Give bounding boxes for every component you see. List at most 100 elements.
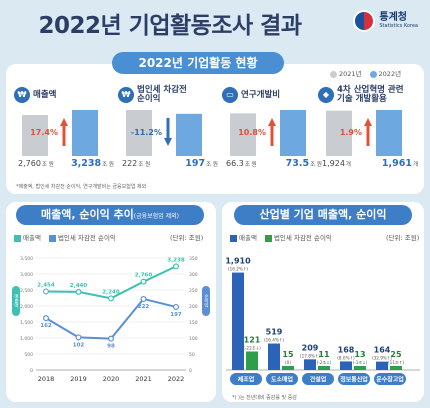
arrow-up-icon [364,118,372,146]
kpi-header: ₩ 법인세 차감전 순이익 [118,84,218,106]
kpi-values: 66.3조 원 73.5조 원 [226,158,322,169]
kpi-header: ₩ 매출액 [14,84,114,106]
kpi-value-2022-number: 3,238 [71,158,102,169]
right-tick-label: 100 [189,336,198,342]
data-label: 162 [40,323,52,329]
kpi-unit: 조 원 [244,162,257,168]
kpi-value-2021: 1,924개 [322,159,351,168]
kpi-change: 17.4% [30,128,58,137]
bar-sales-label: 1,910 [225,257,251,266]
right-axis-label: 순이익 [204,293,209,309]
trend-legend-sales: 매출액 [14,232,41,242]
right-tick-label: 150 [189,320,198,326]
kpi-bars: 10.8% [230,110,306,156]
bar-sales [232,272,244,370]
trend-legend-sales-swatch [14,234,21,242]
right-axis-tag [202,286,210,316]
data-label: 2,454 [37,282,55,288]
trend-legend-sales-label: 매출액 [23,234,41,242]
kpi-unit: 조 원 [41,162,54,168]
category-tag [266,373,298,385]
kpi-bar-2021 [326,110,352,156]
trend-title: 매출액, 순이익 추이(금융보험업 제외) [16,205,204,225]
kpi-value-2021-number: 66.3 [226,159,244,168]
logo-sub: Statistics Korea [379,23,418,29]
x-tick-label: 2019 [70,375,87,383]
x-tick-label: 2020 [103,375,120,383]
data-label: 2,760 [135,273,153,279]
data-point [140,295,147,302]
legend-2022-label: 2022년 [378,70,402,78]
industry-legend-profit: 법인세 차감전 순이익 [264,232,332,242]
data-point [140,278,147,285]
industry-legend-sales-label: 매출액 [239,234,257,242]
bar-sales-label: 164 [374,346,391,355]
taegeuk-emblem-icon [353,10,376,32]
bar-profit-change: (-22조↓) [243,345,261,350]
category-tag [302,373,334,385]
kpi-value-2021-number: 1,924 [322,159,345,168]
trend-title-note: (금융보험업 제외) [133,213,180,220]
kpi-card: ▭ 연구개발비 10.8% 66.3조 원 73.5조 원 [222,84,322,170]
kpi-bars: -11.2% [126,110,202,156]
data-label: 3,238 [167,257,185,263]
kpi-unit: 조 원 [138,162,151,168]
bar-profit-label: 25 [390,350,402,359]
bar-profit [282,366,294,370]
kpi-change: -11.2% [131,128,162,137]
chip-icon: ◆ [318,87,334,103]
category-label: 정보통신업 [340,376,368,384]
data-label: 2,240 [102,289,120,295]
left-tick-label: 0 [30,368,33,374]
coin-icon: ₩ [118,87,134,103]
data-label: 222 [138,304,150,310]
trend-title-text: 매출액, 순이익 추이 [40,208,134,221]
kpi-value-2021: 222조 원 [122,159,150,168]
data-label: 2,440 [70,283,88,289]
bar-profit [318,366,330,370]
kpi-value-2022-number: 197 [185,158,206,169]
trend-legend: 매출액 법인세 차감전 순이익 [14,232,116,242]
data-point [75,288,82,295]
bar-sales [376,361,388,370]
bar-sales-change: (16.4%↑) [264,338,284,343]
industry-legend-sales: 매출액 [230,232,257,242]
kpi-label: 4차 산업혁명 관련 기술 개발활용 [337,85,404,104]
arrow-down-icon [164,118,172,146]
arrow-up-icon [268,118,276,146]
kpi-card: ₩ 매출액 17.4% 2,760조 원 3,238조 원 [14,84,114,170]
kpi-bar-2022 [72,110,98,156]
bar-profit-label: 121 [244,335,261,344]
bar-sales [340,361,352,370]
series-line-profit [45,297,177,340]
monitor-icon: ▭ [222,87,238,103]
kpi-bar-2021 [22,115,48,156]
legend-2021: 2021년 [330,68,362,78]
trend-legend-profit: 법인세 차감전 순이익 [48,232,116,242]
data-label: 102 [73,342,85,348]
bar-profit [354,366,366,370]
x-tick-label: 2021 [135,375,152,383]
top-footnote: *매출액, 법인세 차감전 순이익, 연구개발비는 금융보험업 제외 [16,184,147,190]
bar-sales-label: 168 [338,345,355,354]
category-tag [374,373,406,385]
left-tick-label: 500 [24,352,33,358]
bar-profit [246,351,258,370]
bar-profit-change: (-2조↓) [317,360,332,365]
kpi-unit: 조 원 [310,162,322,168]
bar-sales-label: 519 [266,328,283,337]
kpi-bars: 17.4% [22,110,98,156]
right-tick-label: 0 [189,368,192,374]
logo-name: 통계청 [379,12,407,23]
category-label: 건설업 [310,376,327,384]
kpi-change: 1.9% [340,128,362,137]
right-tick-label: 50 [189,352,195,358]
legend-2021-label: 2021년 [339,70,362,78]
category-label: 운수창고업 [376,376,404,384]
kpi-header: ◆ 4차 산업혁명 관련 기술 개발활용 [318,84,418,106]
data-point [173,263,180,270]
kpi-unit: 개 [345,162,351,168]
data-label: 98 [107,344,115,350]
bar-profit-label: 13 [354,350,365,359]
bar-profit-change: (11조↑) [388,360,404,365]
